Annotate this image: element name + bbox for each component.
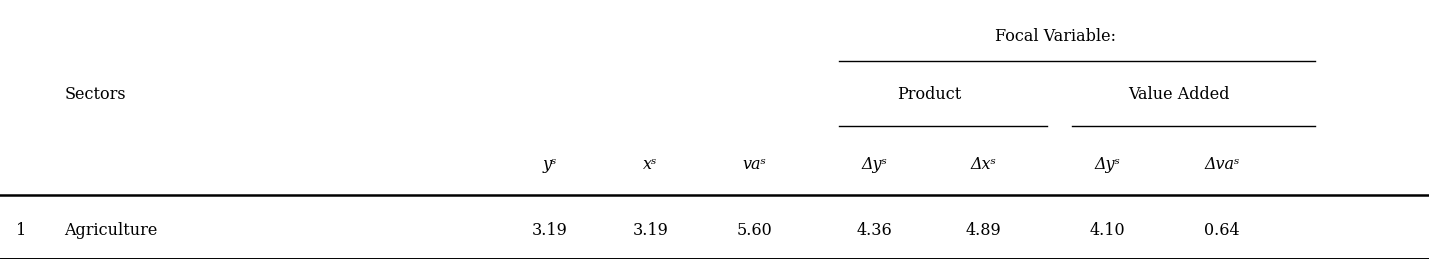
Text: Value Added: Value Added xyxy=(1127,86,1230,103)
Text: 3.19: 3.19 xyxy=(632,222,669,239)
Text: 0.64: 0.64 xyxy=(1205,222,1239,239)
Text: 1: 1 xyxy=(16,222,27,239)
Text: xˢ: xˢ xyxy=(643,156,657,173)
Text: 4.89: 4.89 xyxy=(965,222,1002,239)
Text: Δvaˢ: Δvaˢ xyxy=(1205,156,1239,173)
Text: Δyˢ: Δyˢ xyxy=(1095,156,1120,173)
Text: vaˢ: vaˢ xyxy=(743,156,766,173)
Text: Δyˢ: Δyˢ xyxy=(862,156,887,173)
Text: 3.19: 3.19 xyxy=(532,222,569,239)
Text: Product: Product xyxy=(897,86,960,103)
Text: 4.10: 4.10 xyxy=(1090,222,1125,239)
Text: 4.36: 4.36 xyxy=(856,222,893,239)
Text: Sectors: Sectors xyxy=(64,86,126,103)
Text: yˢ: yˢ xyxy=(543,156,557,173)
Text: Δxˢ: Δxˢ xyxy=(970,156,996,173)
Text: Agriculture: Agriculture xyxy=(64,222,157,239)
Text: 5.60: 5.60 xyxy=(736,222,773,239)
Text: Focal Variable:: Focal Variable: xyxy=(995,28,1116,45)
